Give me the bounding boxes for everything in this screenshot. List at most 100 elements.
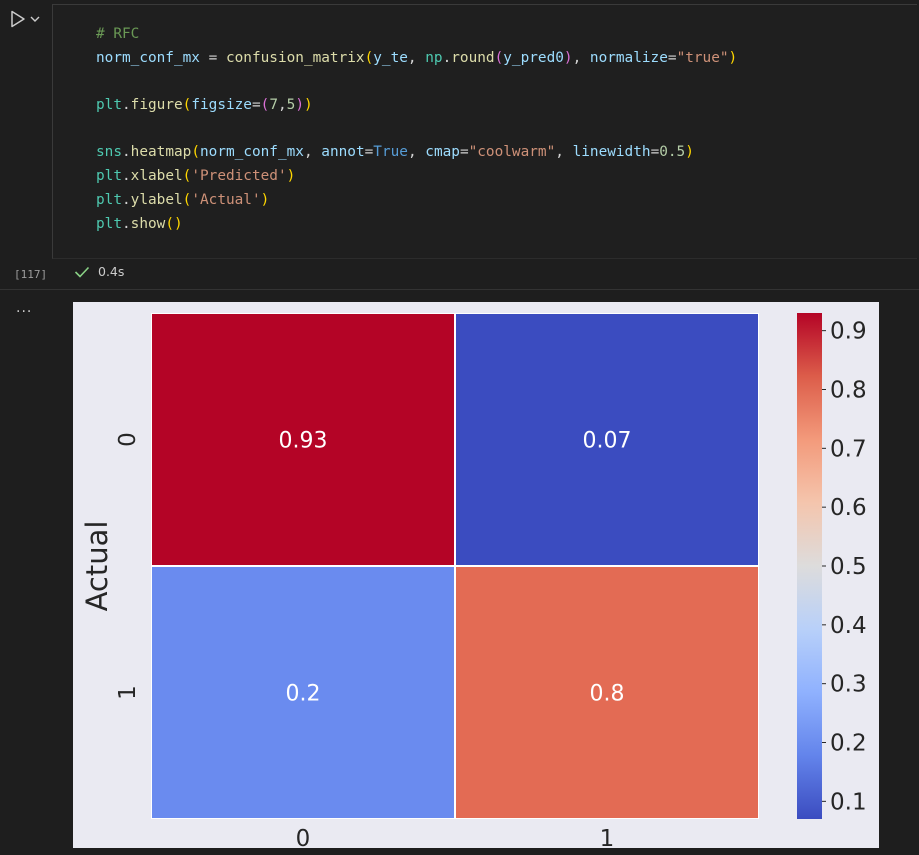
y-tick-label: 1 — [115, 685, 141, 700]
code-token: 0.5 — [659, 144, 686, 161]
code-token: , — [407, 49, 426, 66]
y-tick-label: 0 — [115, 432, 141, 447]
chevron-down-icon[interactable] — [30, 15, 40, 23]
code-token: ( — [364, 49, 374, 66]
code-token: "coolwarm" — [468, 144, 556, 161]
code-token: figure — [130, 97, 183, 114]
code-line: sns.heatmap(norm_conf_mx, annot=True, cm… — [96, 141, 737, 165]
x-tick-label: 1 — [600, 826, 615, 848]
code-token: confusion_matrix — [225, 49, 365, 66]
code-token: ( — [182, 168, 192, 185]
colorbar-tick-label: 0.6 — [830, 495, 867, 521]
code-token: cmap — [425, 144, 460, 161]
play-icon[interactable] — [10, 10, 26, 28]
code-token: = — [459, 144, 469, 161]
heatmap-cell-label: 0.07 — [583, 429, 632, 454]
code-token: plt — [96, 97, 122, 114]
heatmap-chart: 0.93 0.07 0.2 0.8 0 1 0 1 Actual 0.1 0.2 0.3 0.4 0.5 0… — [80, 313, 867, 848]
execution-count: [117] — [14, 268, 48, 281]
code-token: 7 — [269, 97, 278, 114]
code-token: = — [364, 144, 374, 161]
code-token: ( — [260, 97, 270, 114]
code-token: round — [451, 49, 495, 66]
code-token: 'Predicted' — [191, 168, 287, 185]
code-token: normalize — [589, 49, 668, 66]
x-tick-label: 0 — [296, 826, 311, 848]
checkmark-icon — [74, 266, 90, 278]
code-token: , — [555, 144, 573, 161]
code-token: = — [251, 97, 261, 114]
code-token: ) — [728, 49, 738, 66]
colorbar-tick-label: 0.3 — [830, 672, 867, 698]
code-token: ) — [260, 191, 270, 208]
code-line: plt.ylabel('Actual') — [96, 189, 737, 213]
heatmap-figure: 0.93 0.07 0.2 0.8 0 1 0 1 Actual 0.1 0.2 0.3 0.4 0.5 0… — [73, 302, 879, 848]
code-line — [96, 70, 737, 94]
heatmap-cell-label: 0.2 — [286, 682, 321, 707]
heatmap-cell — [152, 314, 454, 565]
code-token: ) — [174, 215, 183, 232]
colorbar-tick-label: 0.5 — [830, 554, 867, 580]
code-line: plt.xlabel('Predicted') — [96, 165, 737, 189]
code-line: plt.figure(figsize=(7,5)) — [96, 94, 737, 118]
y-axis-label: Actual — [80, 521, 114, 612]
code-token: plt — [96, 168, 122, 185]
code-token: = — [667, 49, 677, 66]
code-token: ylabel — [130, 191, 183, 208]
code-token: . — [122, 144, 131, 161]
code-token: ( — [182, 191, 192, 208]
code-token: . — [122, 215, 131, 232]
code-token: ) — [286, 168, 296, 185]
code-token: , — [278, 97, 287, 114]
code-token: norm_conf_mx — [96, 49, 200, 66]
colorbar-tick-label: 0.4 — [830, 613, 867, 639]
code-token: ) — [295, 97, 305, 114]
code-cell: # RFC norm_conf_mx = confusion_matrix(y_t… — [0, 0, 919, 290]
output-actions-menu[interactable]: ... — [16, 300, 33, 316]
code-token: ) — [563, 49, 573, 66]
code-token: . — [442, 49, 452, 66]
code-token: # RFC — [96, 26, 140, 42]
code-line: # RFC — [96, 23, 737, 47]
code-token: annot — [321, 144, 365, 161]
code-token: 5 — [286, 97, 296, 114]
code-token: show — [130, 215, 166, 232]
code-content[interactable]: # RFC norm_conf_mx = confusion_matrix(y_t… — [96, 23, 737, 236]
code-token: sns — [96, 144, 122, 161]
heatmap-cell — [456, 314, 758, 565]
run-cell-button[interactable] — [10, 6, 50, 32]
code-token: True — [373, 144, 408, 161]
cell-divider — [0, 289, 919, 290]
code-token: np — [425, 49, 443, 66]
colorbar-tick-label: 0.2 — [830, 731, 867, 757]
code-editor[interactable]: # RFC norm_conf_mx = confusion_matrix(y_t… — [52, 4, 917, 259]
heatmap-cell-label: 0.93 — [279, 429, 328, 454]
colorbar-tick-label: 0.7 — [830, 436, 867, 462]
colorbar — [797, 313, 822, 819]
code-token: ) — [304, 97, 313, 114]
execution-duration: 0.4s — [98, 264, 125, 279]
code-token: norm_conf_mx — [200, 144, 304, 161]
code-token: . — [122, 97, 131, 114]
code-line — [96, 118, 737, 142]
code-token: ( — [165, 215, 174, 232]
code-line: plt.show() — [96, 213, 737, 237]
code-token: "true" — [676, 49, 729, 66]
code-token: . — [122, 168, 131, 185]
colorbar-tick-label: 0.1 — [830, 789, 867, 815]
code-token: = — [199, 49, 226, 66]
colorbar-tick-label: 0.9 — [830, 319, 867, 345]
code-token: figsize — [191, 97, 252, 114]
code-token: y_pred0 — [503, 49, 564, 66]
code-token: , — [303, 144, 322, 161]
code-token: 'Actual' — [191, 191, 261, 208]
colorbar-tick-label: 0.8 — [830, 377, 867, 403]
heatmap-cell-label: 0.8 — [590, 682, 625, 707]
code-token: ( — [182, 97, 192, 114]
code-token: , — [572, 49, 590, 66]
heatmap-cell — [456, 567, 758, 818]
code-token: , — [407, 144, 426, 161]
code-token: plt — [96, 191, 122, 208]
code-token: linewidth — [572, 144, 651, 161]
code-token: heatmap — [130, 144, 192, 161]
